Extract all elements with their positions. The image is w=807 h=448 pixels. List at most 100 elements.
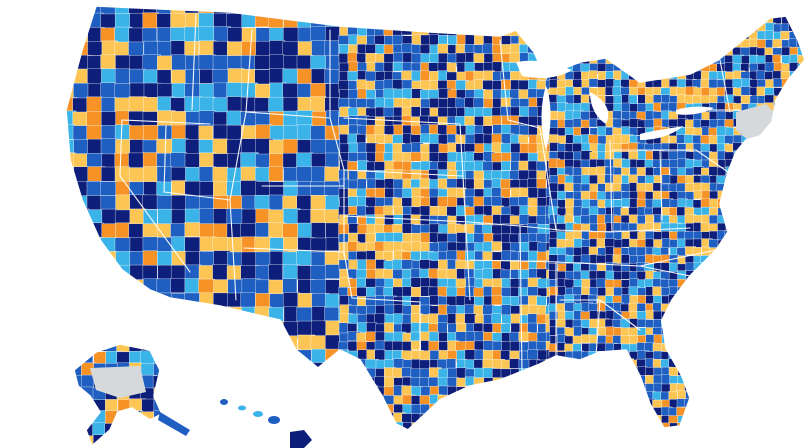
county-cell bbox=[620, 390, 631, 401]
county-cell bbox=[725, 215, 737, 227]
county-cell bbox=[527, 322, 538, 334]
county-cell bbox=[500, 412, 514, 424]
county-cell bbox=[700, 38, 711, 51]
county-cell bbox=[213, 405, 230, 422]
county-cell bbox=[757, 247, 770, 257]
county-cell bbox=[612, 366, 624, 379]
county-cell bbox=[628, 6, 641, 8]
county-cell bbox=[797, 31, 805, 41]
county-cell bbox=[212, 138, 228, 155]
county-cell bbox=[548, 414, 558, 426]
county-cell bbox=[338, 391, 356, 407]
county-cell bbox=[402, 6, 415, 9]
county-cell bbox=[464, 44, 475, 54]
county-cell bbox=[402, 7, 417, 20]
county-cell bbox=[546, 404, 559, 416]
county-cell bbox=[116, 422, 131, 436]
county-cell bbox=[269, 139, 285, 155]
county-cell bbox=[733, 207, 743, 218]
county-cell bbox=[781, 159, 791, 171]
county-cell bbox=[72, 418, 88, 430]
county-cell bbox=[581, 399, 593, 409]
county-cell bbox=[645, 6, 657, 17]
county-cell bbox=[72, 223, 90, 241]
county-cell bbox=[612, 6, 622, 9]
county-cell bbox=[189, 423, 202, 438]
county-cell bbox=[748, 270, 758, 281]
county-cell bbox=[772, 6, 784, 12]
county-cell bbox=[184, 26, 200, 43]
county-cell bbox=[741, 215, 752, 225]
county-cell bbox=[789, 382, 801, 395]
county-cell bbox=[565, 134, 575, 144]
county-cell bbox=[283, 180, 299, 198]
county-cell bbox=[199, 433, 216, 448]
county-cell bbox=[420, 431, 431, 440]
county-cell bbox=[733, 247, 742, 258]
county-cell bbox=[604, 351, 618, 364]
county-cell bbox=[708, 47, 720, 57]
county-cell bbox=[419, 350, 432, 361]
county-cell bbox=[573, 366, 586, 379]
county-cell bbox=[297, 405, 315, 423]
county-cell bbox=[165, 436, 180, 448]
county-cell bbox=[171, 111, 187, 127]
county-cell bbox=[732, 30, 742, 42]
county-cell bbox=[708, 398, 718, 410]
county-cell bbox=[339, 422, 350, 430]
county-cell bbox=[548, 54, 559, 64]
county-cell bbox=[780, 326, 791, 337]
county-cell bbox=[724, 198, 736, 210]
county-cell bbox=[621, 23, 631, 35]
county-cell bbox=[596, 414, 608, 425]
county-cell bbox=[652, 23, 663, 33]
county-cell bbox=[375, 7, 386, 18]
county-cell bbox=[693, 271, 702, 284]
county-cell bbox=[596, 359, 609, 370]
county-cell bbox=[781, 206, 792, 217]
county-cell bbox=[644, 39, 655, 49]
county-cell bbox=[185, 307, 203, 324]
county-cell bbox=[605, 406, 614, 419]
county-cell bbox=[339, 385, 353, 396]
county-cell bbox=[537, 422, 551, 430]
county-cell bbox=[597, 399, 608, 410]
county-cell bbox=[546, 368, 560, 379]
county-cell bbox=[500, 106, 512, 117]
county-cell bbox=[199, 320, 217, 337]
county-cell bbox=[629, 15, 638, 26]
county-cell bbox=[565, 30, 575, 42]
county-cell bbox=[393, 431, 405, 441]
county-cell bbox=[661, 63, 671, 73]
county-cell bbox=[693, 302, 704, 312]
county-cell bbox=[213, 124, 229, 141]
county-cell bbox=[129, 181, 145, 197]
county-cell bbox=[613, 39, 625, 52]
county-cell bbox=[401, 385, 413, 396]
county-cell bbox=[581, 287, 590, 296]
county-cell bbox=[66, 181, 77, 200]
county-cell bbox=[178, 340, 190, 355]
county-cell bbox=[573, 423, 584, 430]
county-cell bbox=[356, 413, 369, 425]
county-cell bbox=[621, 126, 631, 135]
county-cell bbox=[637, 46, 650, 56]
county-cell bbox=[283, 237, 298, 254]
county-cell bbox=[310, 96, 327, 113]
county-cell bbox=[297, 362, 313, 380]
county-cell bbox=[73, 320, 92, 339]
county-cell bbox=[185, 321, 203, 338]
county-cell bbox=[765, 158, 777, 170]
county-cell bbox=[199, 348, 216, 364]
county-cell bbox=[465, 432, 477, 442]
county-cell bbox=[100, 265, 118, 280]
county-cell bbox=[502, 432, 511, 445]
county-cell bbox=[749, 239, 761, 251]
county-cell bbox=[268, 334, 285, 353]
county-cell bbox=[692, 390, 706, 403]
county-cell bbox=[227, 419, 243, 430]
county-cell bbox=[73, 391, 88, 408]
county-cell bbox=[597, 432, 605, 442]
county-cell bbox=[756, 214, 768, 227]
county-cell bbox=[788, 422, 798, 430]
